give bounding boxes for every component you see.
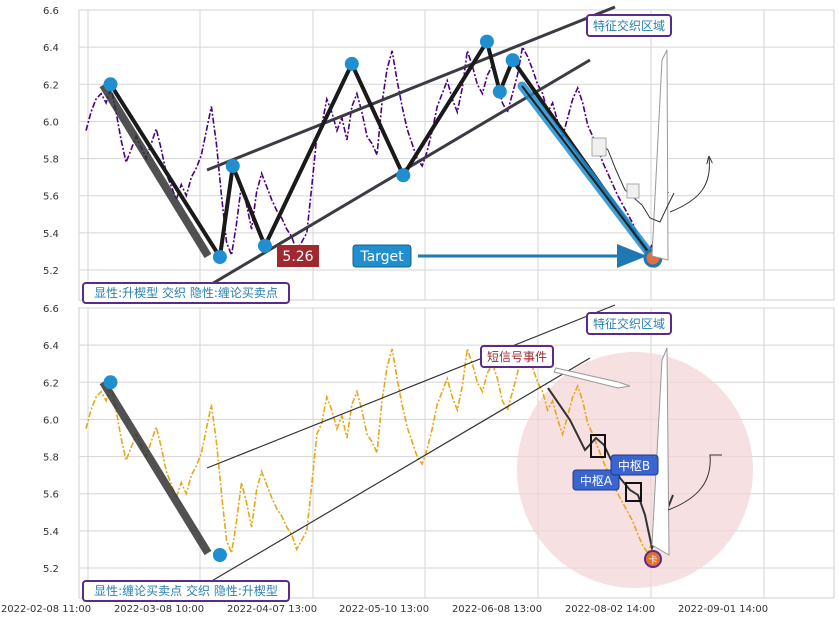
lower-panel: 5.2 5.4 5.6 5.8 6.0 6.2 6.4 6.6 卡 中枢A 中枢B 短信号事件	[43, 304, 835, 602]
pivot-point	[257, 238, 272, 253]
upper-panel: 5.2 5.4 5.6 5.8 6.0 6.2 6.4 6.6 5.26 Target	[43, 5, 835, 304]
x-tick-label: 2022-04-07 13:00	[227, 604, 317, 615]
pivot-point	[103, 77, 118, 92]
upper-small-box-1	[591, 137, 607, 157]
lower-zone-label-box: 特征交织区域	[586, 312, 672, 335]
lower-thick-leg	[99, 379, 212, 556]
lower-curve-arrow	[667, 454, 722, 511]
upper-small-waves	[597, 139, 675, 223]
lower-y-ticks: 5.2 5.4 5.6 5.8 6.0 6.2 6.4 6.6	[43, 304, 59, 575]
lower-footer-label: 显性:缠论买卖点 交织 隐性:升楔型	[94, 583, 278, 598]
target-label-box: Target	[352, 244, 412, 268]
upper-thick-leg	[99, 82, 212, 259]
y-tick-label: 5.8	[43, 155, 59, 166]
lower-vertical-arrow	[651, 347, 670, 556]
event-label: 短信号事件	[487, 350, 547, 364]
y-tick-label: 5.4	[43, 229, 59, 240]
x-tick-label: 2022-06-08 13:00	[452, 604, 542, 615]
y-tick-label: 6.0	[43, 117, 59, 128]
price-label-box: 5.26	[277, 245, 319, 267]
pivot-a-label-box: 中枢A	[572, 469, 620, 491]
y-tick-label: 6.6	[43, 6, 59, 17]
x-tick-label: 2022-02-08 11:00	[1, 604, 91, 615]
pivot-a-label: 中枢A	[580, 473, 613, 488]
pivot-b-box	[625, 482, 642, 502]
upper-footer-label: 显性:升楔型 交织 隐性:缠论买卖点	[94, 285, 278, 300]
lower-buy-marker-text: 卡	[648, 554, 657, 566]
pivot-point	[212, 250, 227, 264]
lower-wedge-bottom-line	[209, 357, 591, 583]
upper-y-ticks: 5.2 5.4 5.6 5.8 6.0 6.2 6.4 6.6	[43, 6, 59, 277]
lower-footer-label-box: 显性:缠论买卖点 交织 隐性:升楔型	[82, 580, 290, 602]
upper-zone-label: 特征交织区域	[593, 18, 665, 33]
upper-curve-arrow	[669, 157, 709, 213]
x-tick-label: 2022-09-01 14:00	[678, 604, 768, 615]
pivot-point	[212, 548, 227, 562]
upper-downtrend-line	[521, 85, 654, 259]
x-tick-label: 2022-08-02 14:00	[565, 604, 655, 615]
lower-pivot-points	[103, 375, 227, 562]
pivot-point	[344, 56, 359, 71]
y-tick-label: 6.4	[43, 43, 59, 54]
y-tick-label: 6.2	[43, 80, 59, 91]
upper-small-box-2	[626, 183, 640, 199]
y-tick-label: 5.6	[43, 490, 59, 501]
event-label-box: 短信号事件	[480, 345, 554, 368]
y-tick-label: 6.4	[43, 341, 59, 352]
price-label: 5.26	[282, 249, 313, 265]
pivot-b-label-box: 中枢B	[610, 454, 659, 476]
y-tick-label: 6.6	[43, 304, 59, 315]
y-tick-label: 6.0	[43, 415, 59, 426]
target-label: Target	[359, 249, 404, 265]
y-tick-label: 5.6	[43, 192, 59, 203]
lower-wedge-top-line	[206, 304, 616, 469]
upper-zigzag-line	[108, 36, 656, 263]
upper-vertical-arrow	[651, 49, 669, 261]
x-tick-label: 2022-03-08 10:00	[114, 604, 204, 615]
pivot-point	[103, 375, 118, 390]
lower-zone-label: 特征交织区域	[593, 316, 665, 331]
pivot-point	[492, 84, 507, 99]
y-tick-label: 5.2	[43, 266, 59, 277]
y-tick-label: 6.2	[43, 378, 59, 389]
y-tick-label: 5.2	[43, 564, 59, 575]
x-axis-ticks: 2022-02-08 11:00 2022-03-08 10:00 2022-04-…	[1, 604, 768, 615]
pivot-point	[505, 53, 520, 68]
pivot-b-label: 中枢B	[618, 458, 650, 473]
y-tick-label: 5.8	[43, 453, 59, 464]
y-tick-label: 5.4	[43, 527, 59, 538]
pivot-point	[225, 159, 240, 173]
x-tick-label: 2022-05-10 13:00	[339, 604, 429, 615]
upper-footer-label-box: 显性:升楔型 交织 隐性:缠论买卖点	[82, 282, 290, 304]
pivot-point	[479, 34, 494, 49]
event-arrow	[553, 367, 631, 389]
upper-wedge-top-line	[206, 5, 616, 172]
lower-wave-path	[547, 387, 674, 552]
pivot-a-box	[590, 434, 606, 458]
pivot-point	[396, 168, 411, 183]
upper-zone-label-box: 特征交织区域	[586, 14, 672, 37]
lower-buy-marker	[644, 550, 662, 568]
